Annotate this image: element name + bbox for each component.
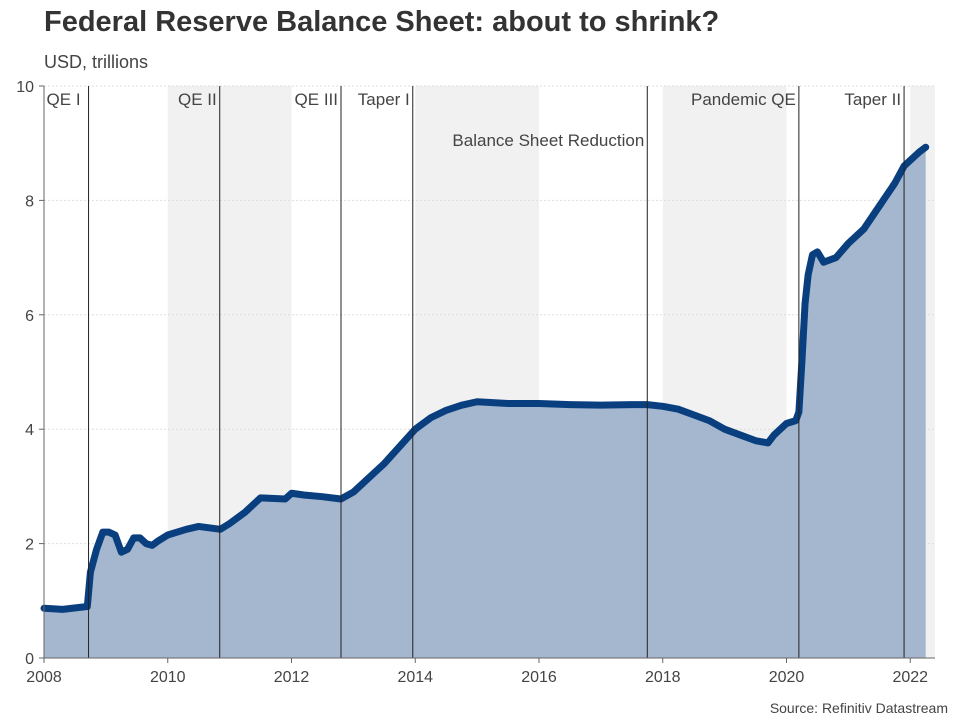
y-tick-label: 0 bbox=[25, 651, 34, 668]
y-tick-label: 6 bbox=[25, 308, 34, 325]
y-tick-label: 2 bbox=[25, 537, 34, 554]
event-label: QE III bbox=[295, 90, 338, 109]
x-tick-label: 2020 bbox=[769, 669, 805, 686]
event-label: QE I bbox=[47, 90, 81, 109]
y-tick-label: 8 bbox=[25, 193, 34, 210]
x-tick-label: 2010 bbox=[150, 669, 186, 686]
x-tick-label: 2014 bbox=[397, 669, 433, 686]
chart-subtitle: USD, trillions bbox=[44, 52, 149, 72]
event-label: Taper II bbox=[844, 90, 901, 109]
chart-title: Federal Reserve Balance Sheet: about to … bbox=[44, 6, 720, 38]
x-tick-label: 2022 bbox=[892, 669, 928, 686]
x-tick-label: 2008 bbox=[26, 669, 62, 686]
x-tick-label: 2016 bbox=[521, 669, 557, 686]
y-tick-label: 4 bbox=[25, 422, 34, 439]
series-line bbox=[40, 143, 930, 613]
x-tick-label: 2012 bbox=[274, 669, 310, 686]
y-tick-label: 10 bbox=[16, 79, 34, 96]
source-note: Source: Refinitiv Datastream bbox=[769, 700, 948, 716]
event-label: Balance Sheet Reduction bbox=[452, 131, 644, 150]
event-label: QE II bbox=[178, 90, 217, 109]
event-label: Taper I bbox=[358, 90, 410, 109]
event-label: Pandemic QE bbox=[691, 90, 796, 109]
x-tick-label: 2018 bbox=[645, 669, 681, 686]
